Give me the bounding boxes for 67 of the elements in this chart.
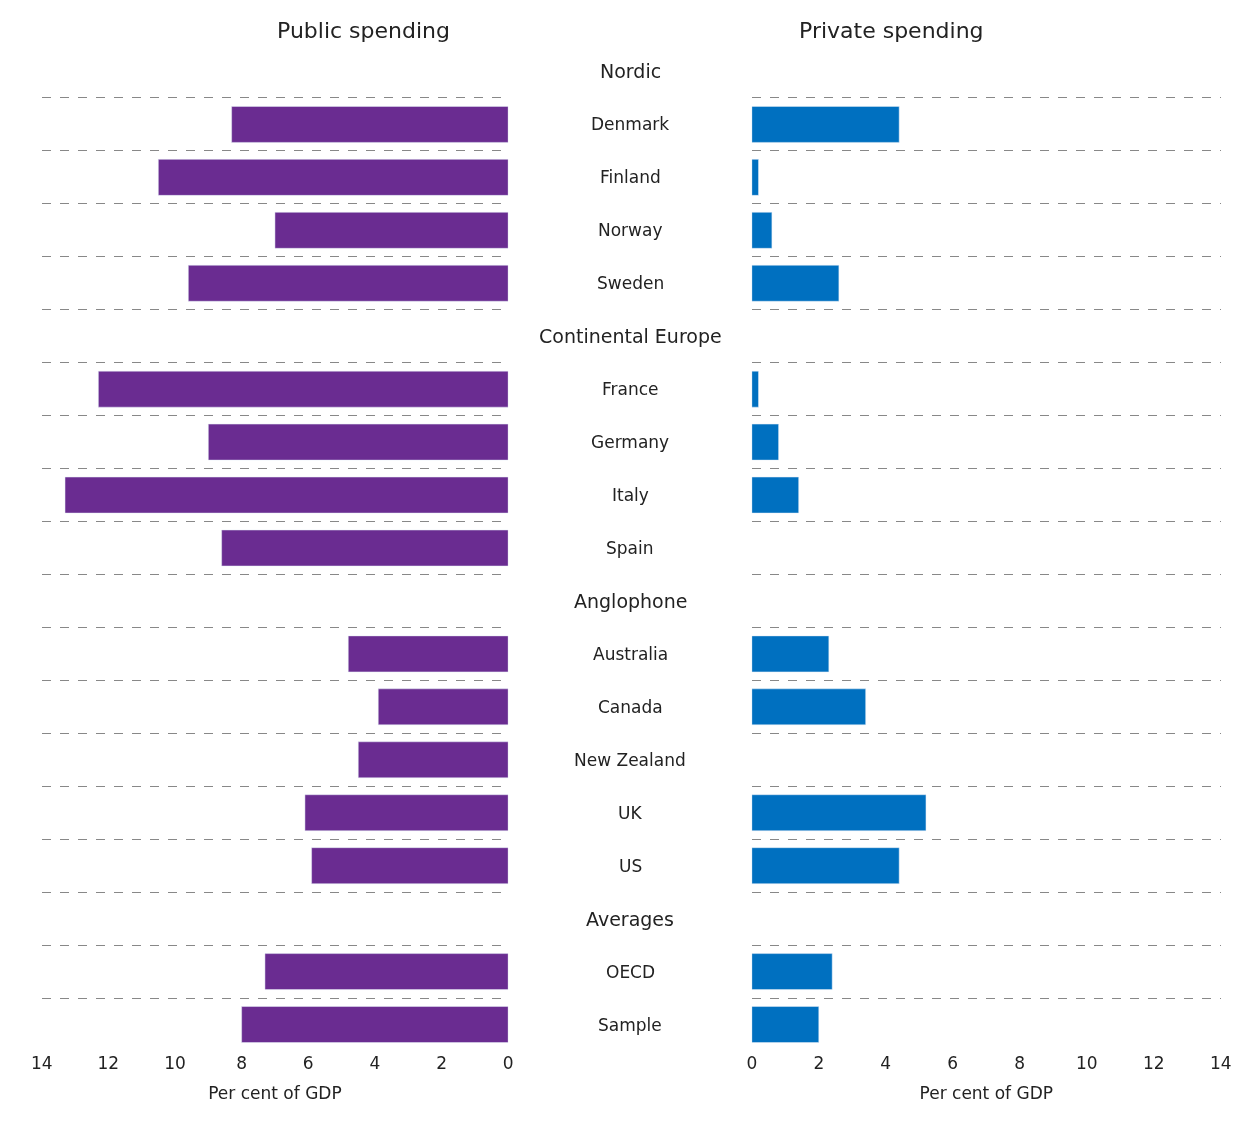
- bar: [264, 953, 509, 990]
- x-tick-label: 4: [369, 1053, 381, 1073]
- x-tick-label: 0: [746, 1053, 758, 1073]
- y-tick-label: Sweden: [597, 273, 665, 293]
- bar: [208, 423, 509, 461]
- bar: [751, 106, 900, 143]
- bar: [751, 159, 759, 196]
- y-tick-label: Italy: [612, 485, 649, 505]
- bar: [751, 794, 927, 831]
- x-tick-label: 12: [1142, 1053, 1165, 1073]
- y-tick-label: Finland: [600, 167, 661, 187]
- bar: [751, 1006, 820, 1043]
- bar: [751, 265, 840, 302]
- x-tick-label: 2: [813, 1053, 825, 1073]
- bar: [751, 423, 779, 461]
- y-tick-label: Spain: [606, 538, 654, 558]
- bar: [751, 688, 866, 726]
- bar: [274, 212, 509, 249]
- x-tick-label: 0: [502, 1053, 514, 1073]
- x-tick-label: 12: [97, 1053, 120, 1073]
- y-tick-label: UK: [618, 803, 643, 823]
- y-tick-label: Denmark: [591, 114, 670, 134]
- bar: [158, 159, 509, 196]
- y-tick-label: New Zealand: [574, 750, 686, 770]
- bar: [751, 847, 900, 884]
- x-tick-label: 6: [302, 1053, 314, 1073]
- chart-title: Private spending: [799, 18, 984, 43]
- bar: [751, 370, 759, 408]
- x-tick-label: 8: [1014, 1053, 1026, 1073]
- y-tick-label: Australia: [593, 644, 669, 664]
- y-tick-label: US: [619, 856, 643, 876]
- bar: [378, 688, 509, 726]
- bar: [751, 953, 833, 990]
- x-tick-label: 14: [1209, 1053, 1232, 1073]
- y-tick-label: Anglophone: [574, 590, 688, 612]
- x-tick-label: 10: [1075, 1053, 1098, 1073]
- x-tick-label: 10: [164, 1053, 186, 1073]
- bar: [358, 741, 509, 779]
- y-tick-label: Sample: [598, 1015, 662, 1035]
- bar: [241, 1006, 509, 1043]
- y-tick-label: France: [602, 379, 659, 399]
- bar: [98, 370, 509, 408]
- bar: [751, 476, 799, 514]
- x-tick-label: 4: [880, 1053, 892, 1073]
- y-tick-label: Averages: [586, 908, 674, 930]
- y-tick-label: Continental Europe: [539, 325, 722, 347]
- bar: [751, 635, 830, 673]
- bar: [231, 106, 509, 143]
- x-axis-title: Per cent of GDP: [919, 1083, 1053, 1104]
- bar: [751, 212, 773, 249]
- x-tick-label: 8: [236, 1053, 248, 1073]
- y-tick-label: Norway: [598, 220, 663, 240]
- bar: [304, 794, 509, 831]
- bar: [311, 847, 509, 884]
- x-axis-title: Per cent of GDP: [208, 1083, 342, 1104]
- bar: [64, 476, 509, 514]
- chart-title: Public spending: [277, 18, 450, 43]
- y-tick-label: OECD: [606, 962, 656, 982]
- y-tick-label: Germany: [591, 432, 670, 452]
- x-tick-label: 2: [436, 1053, 447, 1073]
- y-tick-label: Canada: [598, 697, 663, 717]
- bar: [348, 635, 509, 673]
- y-tick-label: Nordic: [600, 60, 662, 82]
- bar: [221, 529, 509, 567]
- x-tick-label: 14: [30, 1053, 53, 1073]
- x-tick-label: 6: [947, 1053, 959, 1073]
- bar: [188, 265, 509, 302]
